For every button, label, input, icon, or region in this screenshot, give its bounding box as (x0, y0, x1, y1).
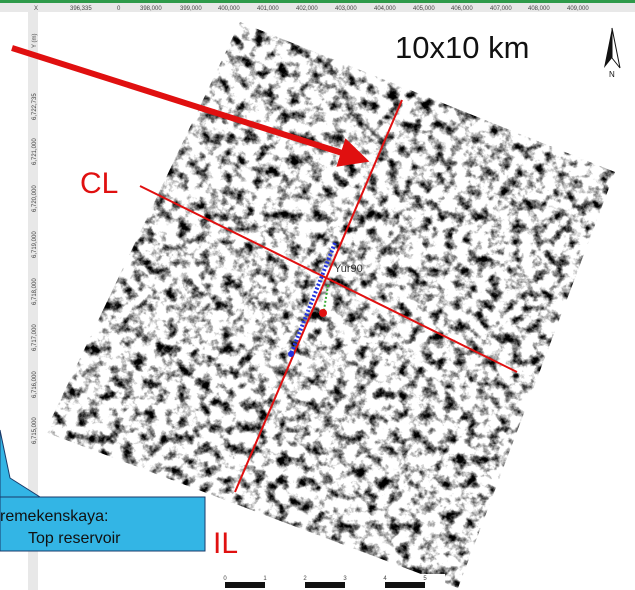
callout-line: Top reservoir (28, 530, 121, 547)
well-end (288, 351, 294, 357)
y-ruler-label: 6,719,000 (32, 231, 38, 258)
y-axis-label: Y (m) (32, 33, 38, 48)
y-ruler-label: 6,716,000 (32, 371, 38, 398)
callout-line: remekenskaya: (0, 508, 109, 525)
map-view: Yur90 CL IL 10x10 km N remekenskaya: Top… (0, 0, 635, 590)
x-axis-label: X (34, 6, 38, 12)
x-ruler-label: 396,335 (70, 6, 92, 12)
x-ruler-label: 404,000 (374, 6, 396, 12)
size-label: 10x10 km (395, 30, 529, 65)
x-ruler-label: 406,000 (451, 6, 473, 12)
x-ruler-label: 399,000 (180, 6, 202, 12)
x-ruler-label: 409,000 (567, 6, 589, 12)
y-ruler-label: 6,721,000 (32, 138, 38, 165)
well-label: Yur90 (334, 263, 363, 275)
inline-label: IL (213, 527, 238, 560)
y-ruler-label: 6,720,000 (32, 185, 38, 212)
scale-bar-segment (305, 582, 345, 588)
x-ruler-label: 408,000 (528, 6, 550, 12)
well-top (319, 309, 327, 317)
x-ruler-label: 401,000 (257, 6, 279, 12)
y-ruler-label: 6,718,000 (32, 278, 38, 305)
scale-bar-segment (225, 582, 265, 588)
y-ruler-label: 6,715,000 (32, 417, 38, 444)
x-ruler-label: 403,000 (335, 6, 357, 12)
scale-bar-segment (385, 582, 425, 588)
x-ruler-label: 400,000 (218, 6, 240, 12)
north-arrow-outline (612, 28, 620, 68)
north-label: N (609, 70, 615, 79)
page: {"top_ruler":{"axis_label":"X","ticks":[… (0, 0, 635, 590)
north-arrow (604, 28, 612, 68)
y-ruler-label: 6,717,000 (32, 324, 38, 351)
window-top-bar (0, 0, 635, 3)
y-ruler-label: 6,722,735 (32, 93, 38, 120)
x-ruler-label: 402,000 (296, 6, 318, 12)
x-ruler-label: 407,000 (490, 6, 512, 12)
crossline-label: CL (80, 167, 118, 200)
x-ruler-label: 398,000 (140, 6, 162, 12)
x-ruler-label: 405,000 (413, 6, 435, 12)
